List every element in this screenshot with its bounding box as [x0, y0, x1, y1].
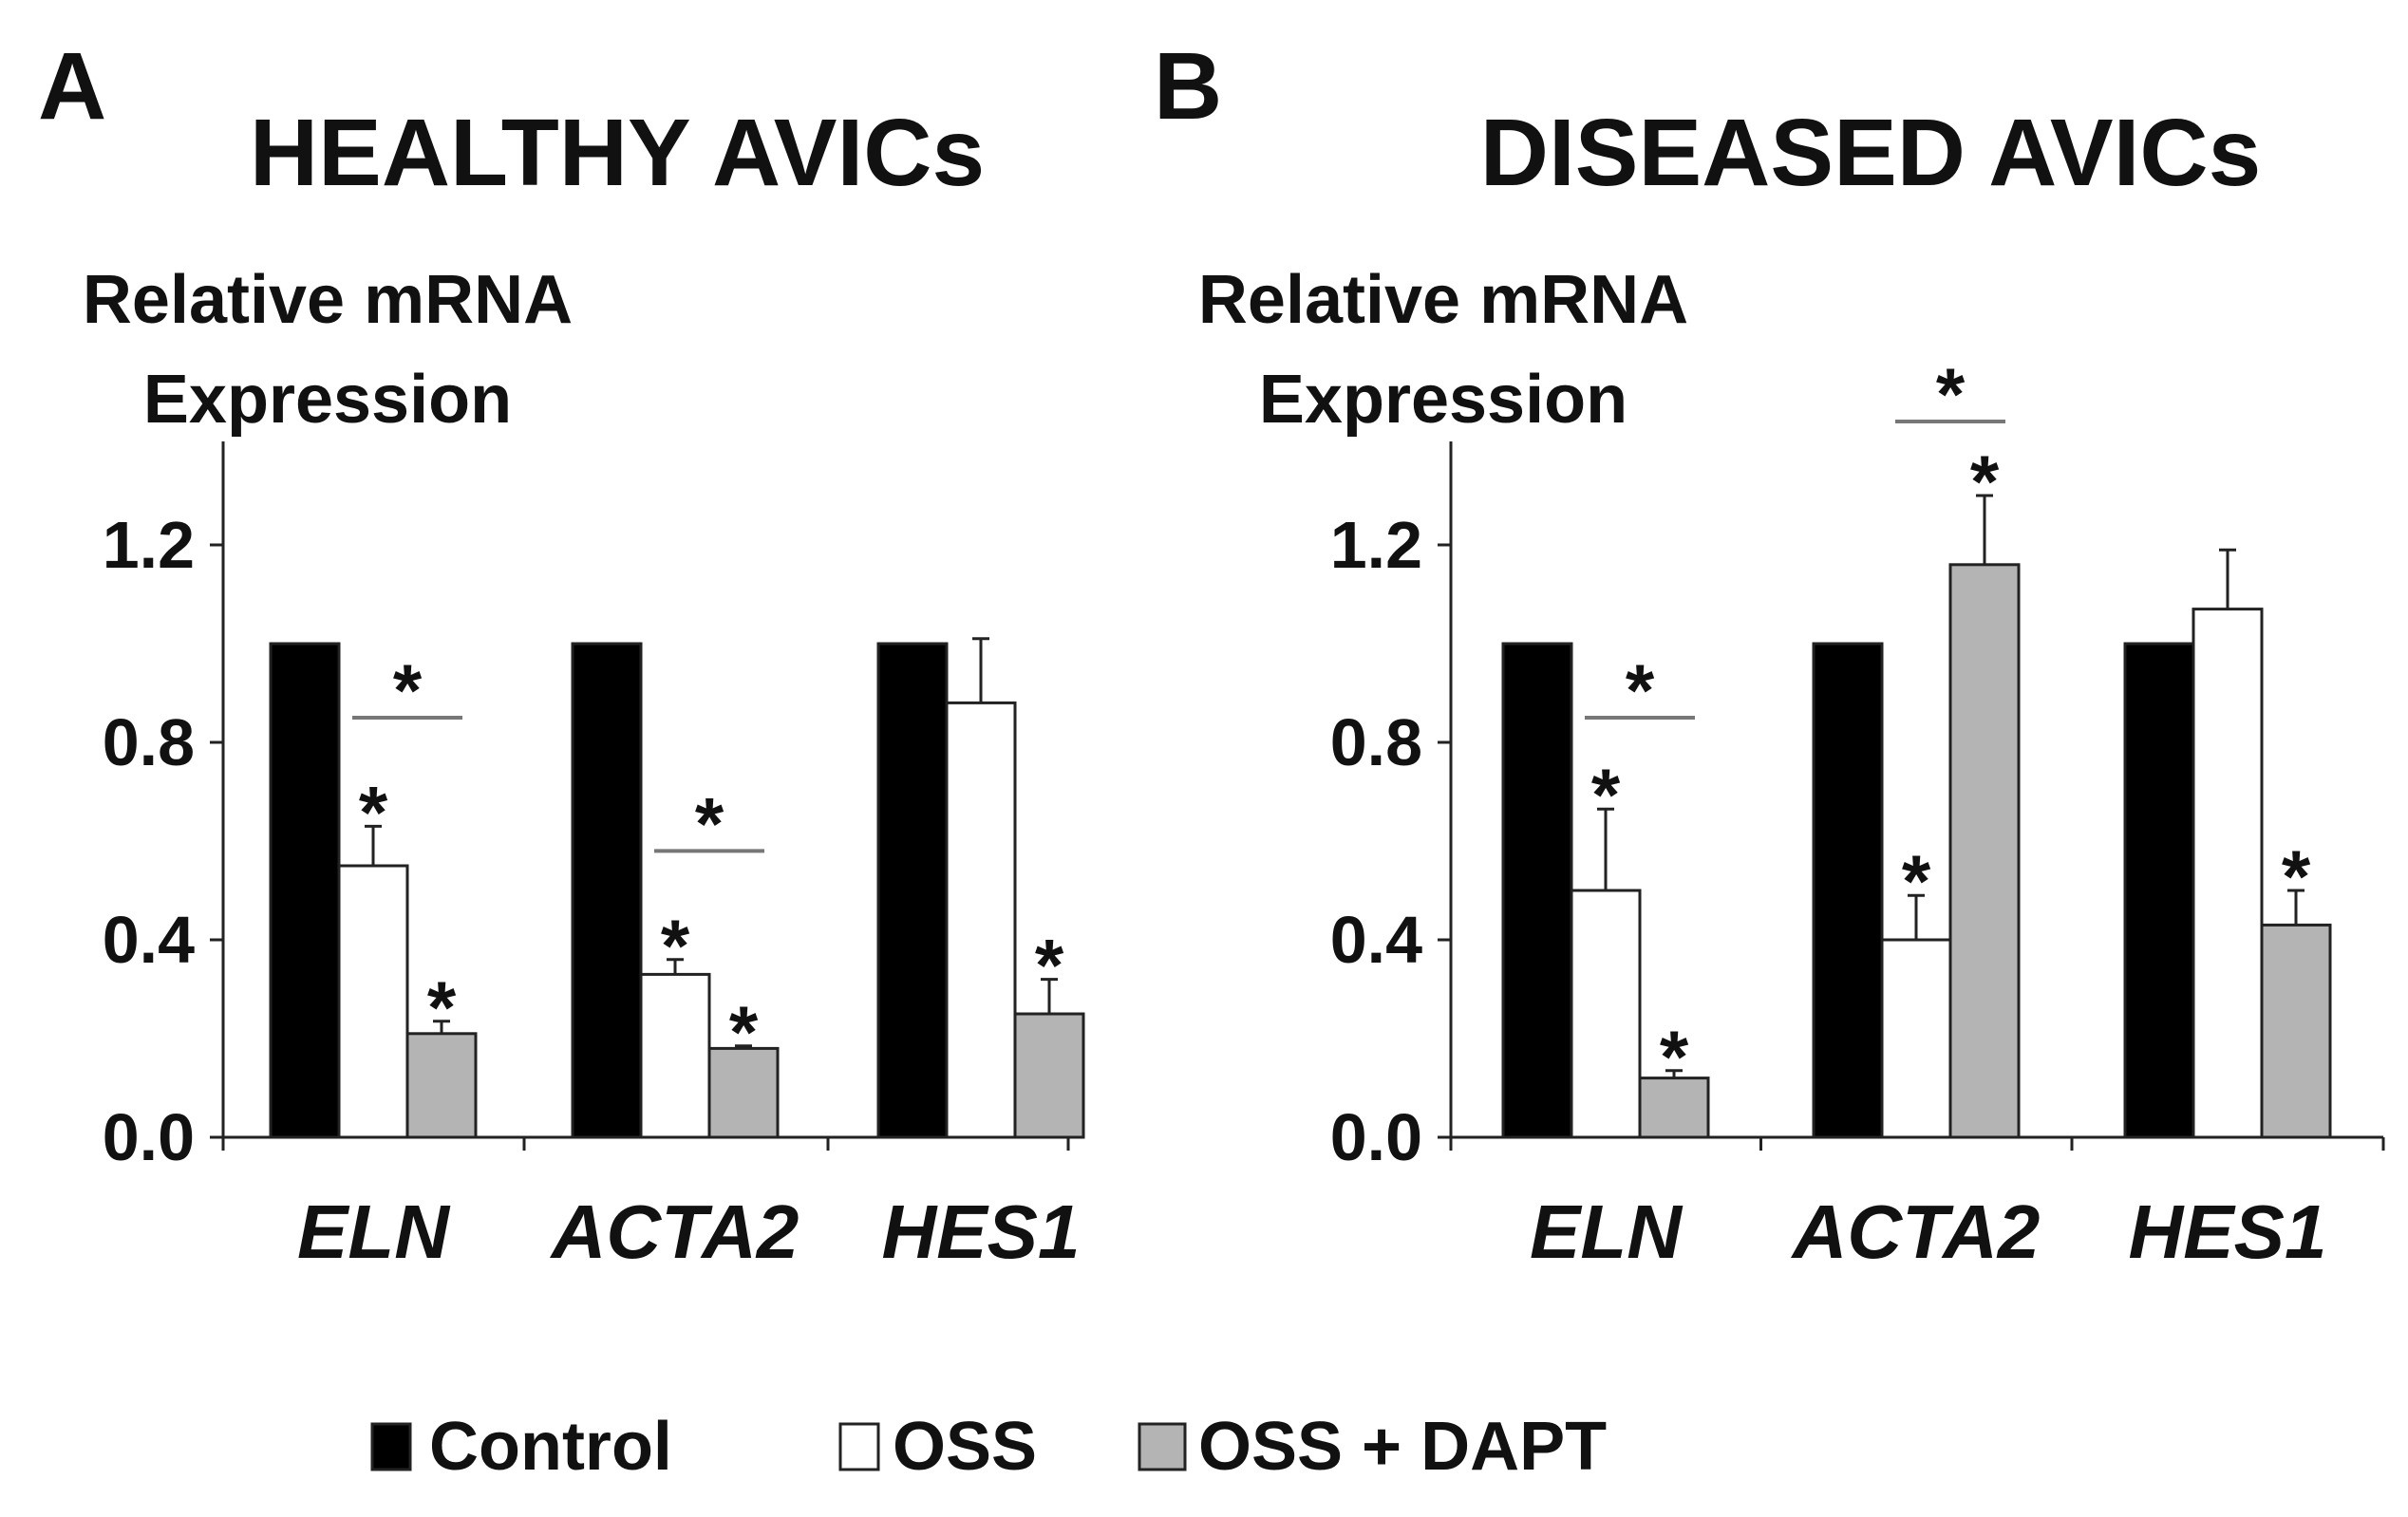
bar [269, 642, 341, 1139]
category-label: ELN [297, 1189, 451, 1274]
y-axis-label-line1: Relative mRNA [83, 262, 573, 338]
significance-star: * [1035, 924, 1064, 1007]
legend-label: Control [429, 1409, 672, 1485]
y-tick-label: 0.0 [1330, 1100, 1422, 1174]
legend-swatch [370, 1422, 412, 1471]
bar [707, 1046, 780, 1139]
y-tick-label: 0.4 [103, 903, 195, 977]
y-tick-label: 0.8 [103, 705, 195, 779]
legend-label: OSS [893, 1409, 1037, 1485]
legend: Control OSS OSS + DAPT [370, 1409, 1607, 1485]
bar [1570, 889, 1642, 1139]
category-label: HES1 [882, 1189, 1081, 1274]
plot-area: 0.00.40.81.2**ELN**ACTA2*HES1** [103, 441, 1085, 1274]
category-label: HES1 [2129, 1189, 2327, 1274]
bar [1501, 642, 1573, 1139]
plot-area: 0.00.40.81.2**ELN**ACTA2*HES1** [1330, 352, 2385, 1274]
bracket-star: * [393, 648, 423, 732]
bar [571, 642, 643, 1139]
bar [2192, 608, 2264, 1139]
bar [1880, 938, 1952, 1139]
y-tick-label: 0.4 [1330, 903, 1422, 977]
significance-star: * [661, 904, 690, 987]
bar [1638, 1077, 1710, 1139]
legend-swatch [838, 1422, 880, 1471]
chart-title: DISEASED AVICs [1480, 100, 2261, 206]
category-label: ACTA2 [1791, 1189, 2041, 1274]
category-label: ELN [1530, 1189, 1684, 1274]
panel-letter: B [1154, 33, 1222, 140]
category-label: ACTA2 [550, 1189, 800, 1274]
bar [1948, 563, 2021, 1139]
bracket-star: * [1626, 648, 1655, 732]
panel-letter: A [38, 33, 106, 140]
y-tick-label: 1.2 [1330, 508, 1422, 582]
bar [405, 1032, 478, 1139]
y-axis-label-line1: Relative mRNA [1198, 262, 1688, 338]
bracket-star: * [1936, 352, 1966, 436]
bracket-star: * [695, 781, 724, 865]
legend-item-oss: OSS [838, 1409, 1037, 1485]
panel-a: A HEALTHY AVICs Relative mRNA Expression… [38, 33, 1085, 1274]
significance-star: * [2282, 834, 2311, 918]
legend-item-control: Control [370, 1409, 672, 1485]
significance-star: * [1970, 440, 2000, 523]
y-tick-label: 1.2 [103, 508, 195, 582]
bar [1812, 642, 1884, 1139]
y-axis-label-line2: Expression [1259, 362, 1627, 438]
bar [876, 642, 949, 1139]
legend-swatch [1138, 1422, 1187, 1471]
chart-title: HEALTHY AVICs [250, 100, 985, 206]
legend-item-oss-dapt: OSS + DAPT [1138, 1409, 1607, 1485]
significance-star: * [729, 990, 759, 1074]
panel-b: B DISEASED AVICs Relative mRNA Expressio… [1154, 33, 2385, 1274]
y-axis-label-line2: Expression [143, 362, 512, 438]
bar [2123, 642, 2195, 1139]
significance-star: * [1902, 839, 1931, 923]
bar [2260, 923, 2332, 1139]
significance-star: * [427, 965, 457, 1049]
significance-star: * [359, 770, 388, 853]
y-tick-label: 0.0 [103, 1100, 195, 1174]
bar [1013, 1012, 1085, 1139]
significance-star: * [1591, 753, 1621, 836]
significance-star: * [1660, 1015, 1689, 1098]
y-tick-label: 0.8 [1330, 705, 1422, 779]
bar [945, 701, 1017, 1139]
bar [337, 864, 409, 1139]
legend-label: OSS + DAPT [1198, 1409, 1607, 1485]
bar [639, 972, 711, 1139]
